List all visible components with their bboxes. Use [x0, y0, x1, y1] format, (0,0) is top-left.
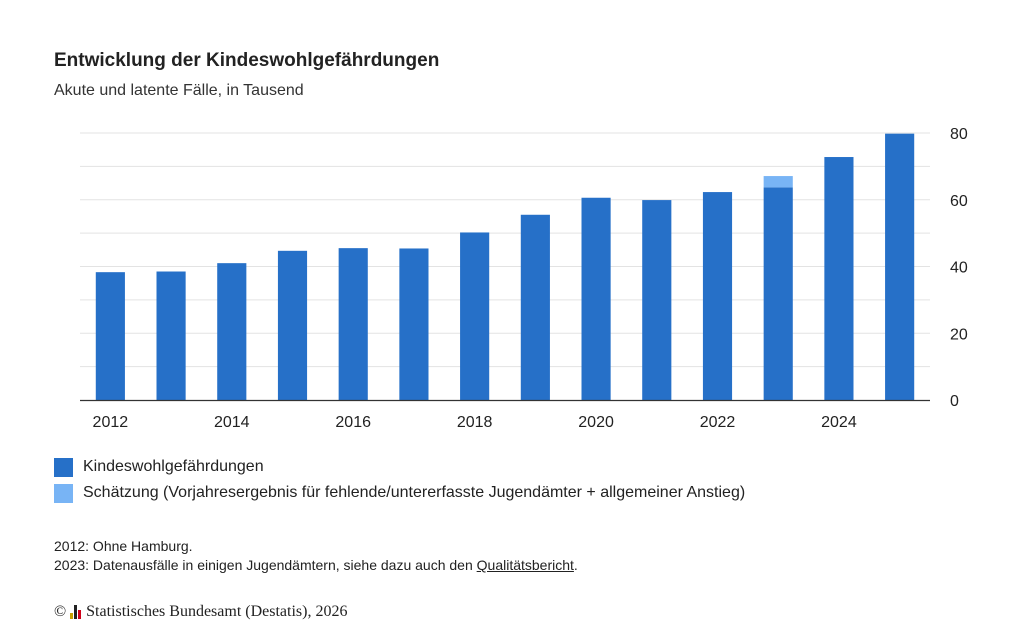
x-tick-label: 2022: [700, 414, 736, 431]
y-tick-label: 80: [950, 126, 968, 143]
bar-2019[interactable]: [520, 214, 550, 400]
legend-item-schaetzung[interactable]: Schätzung (Vorjahresergebnis für fehlend…: [54, 480, 745, 506]
bar-2014[interactable]: [217, 263, 247, 400]
bar-2020[interactable]: [581, 197, 611, 400]
bar-2025[interactable]: [885, 133, 915, 401]
x-tick-label: 2012: [93, 414, 129, 431]
source-text: Statistisches Bundesamt (Destatis), 2026: [86, 603, 348, 620]
footnotes: 2012: Ohne Hamburg. 2023: Datenausfälle …: [54, 537, 578, 575]
x-tick-label: 2024: [821, 414, 857, 431]
bar-2018[interactable]: [460, 232, 490, 400]
chart-subtitle: Akute und latente Fälle, in Tausend: [54, 82, 304, 99]
legend: Kindeswohlgefährdungen Schätzung (Vorjah…: [54, 454, 745, 506]
bar-2024[interactable]: [824, 157, 854, 400]
destatis-logo-icon: [70, 605, 82, 619]
footnote-text: 2023: Datenausfälle in einigen Jugendämt…: [54, 557, 477, 573]
y-tick-label: 20: [950, 326, 968, 343]
quality-report-link[interactable]: Qualitätsbericht: [476, 557, 574, 573]
bar-2023[interactable]: [763, 187, 793, 400]
axes: 2012 2014 2016 2018 2020 2022 2024 0 20 40 60 80: [80, 126, 968, 431]
x-tick-label: 2014: [214, 414, 250, 431]
bar-2016[interactable]: [338, 248, 368, 400]
x-tick-label: 2020: [578, 414, 614, 431]
bars: [95, 133, 915, 401]
legend-swatch: [54, 483, 73, 503]
x-tick-label: 2016: [335, 414, 371, 431]
legend-swatch: [54, 457, 73, 477]
bar-2022[interactable]: [702, 192, 733, 400]
chart-title: Entwicklung der Kindeswohlgefährdungen: [54, 50, 440, 71]
legend-label: Schätzung (Vorjahresergebnis für fehlend…: [83, 484, 746, 501]
legend-label: Kindeswohlgefährdungen: [83, 458, 264, 475]
bar-2017[interactable]: [399, 248, 429, 400]
copyright-icon: ©: [54, 603, 67, 620]
footnote-2023: 2023: Datenausfälle in einigen Jugendämt…: [54, 556, 578, 575]
y-tick-label: 60: [950, 193, 968, 210]
footnote-period: .: [573, 557, 578, 573]
bar-2021[interactable]: [642, 200, 672, 400]
legend-item-kindeswohlgefaehrdungen[interactable]: Kindeswohlgefährdungen: [54, 454, 745, 480]
bar-2012[interactable]: [95, 272, 125, 400]
bar-chart: 2012 2014 2016 2018 2020 2022 2024 0 20 40 60 80: [80, 126, 968, 431]
footnote-2012: 2012: Ohne Hamburg.: [54, 538, 193, 554]
bar-2015[interactable]: [277, 250, 308, 400]
bar-2023-estimate[interactable]: [763, 176, 793, 188]
y-tick-label: 40: [950, 260, 968, 277]
bar-2013[interactable]: [156, 271, 186, 400]
gridlines: [80, 132, 930, 368]
x-tick-label: 2018: [457, 414, 493, 431]
source-footer: © Statistisches Bundesamt (Destatis), 20…: [54, 603, 347, 621]
y-tick-label: 0: [950, 393, 959, 410]
